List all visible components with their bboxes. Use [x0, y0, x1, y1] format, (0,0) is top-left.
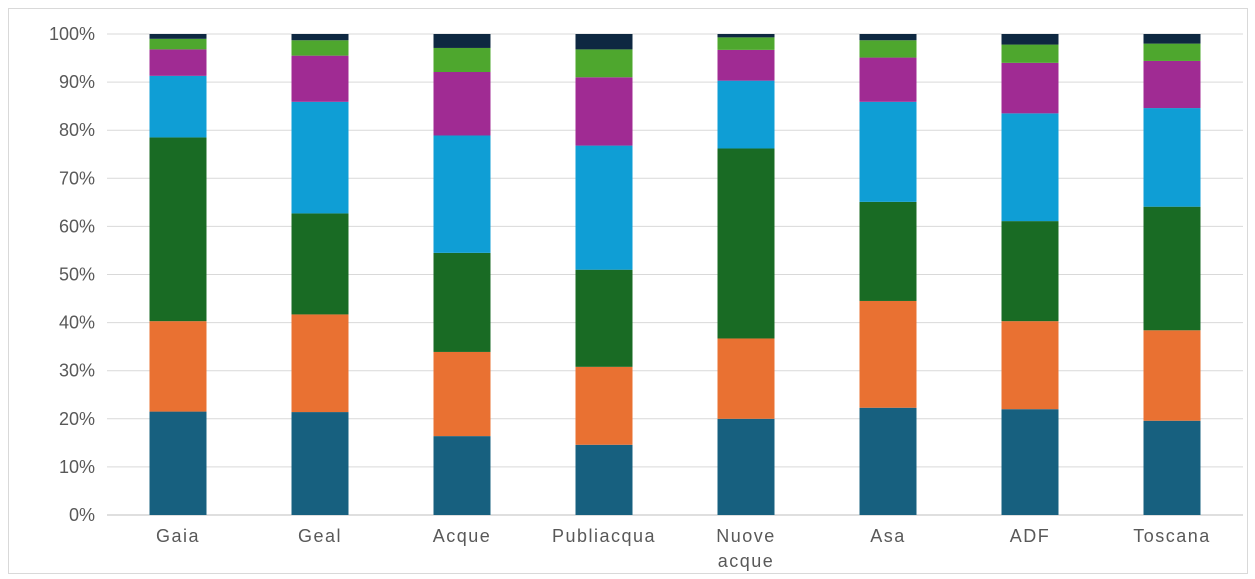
bar-stack: [149, 34, 207, 515]
bar-segment: [149, 75, 207, 138]
bar-segment: [717, 338, 775, 419]
bar-segment: [433, 47, 491, 72]
bar-segment: [433, 135, 491, 253]
bar-segment: [149, 38, 207, 50]
bar-segment: [1001, 113, 1059, 222]
bar-segment: [575, 145, 633, 270]
bar-segment: [1001, 221, 1059, 322]
bar-segment: [149, 321, 207, 412]
bar-segment: [149, 49, 207, 76]
y-tick-label: 0%: [69, 505, 95, 525]
y-axis: 0% 10% 20% 30% 40% 50% 60% 70% 80% 90% 100%: [49, 24, 95, 525]
bar-stack: [433, 34, 491, 515]
y-tick-label: 10%: [59, 457, 95, 477]
bar-segment: [291, 213, 349, 315]
x-tick-label: Acque: [433, 526, 492, 546]
bar-segment: [1001, 321, 1059, 410]
y-tick-label: 80%: [59, 120, 95, 140]
bar-segment: [1001, 44, 1059, 63]
bar-segment: [291, 55, 349, 102]
bar-segment: [433, 71, 491, 136]
bar-segment: [575, 269, 633, 367]
bar-stack: [1001, 34, 1059, 515]
bar-segment: [1143, 330, 1201, 421]
bar-segment: [717, 37, 775, 50]
bar-segment: [1001, 409, 1059, 515]
bar-segment: [859, 101, 917, 202]
y-tick-label: 30%: [59, 361, 95, 381]
bar-segment: [717, 34, 775, 38]
bar-segment: [1001, 34, 1059, 45]
bar-segment: [433, 351, 491, 437]
bar-segment: [717, 49, 775, 81]
bar-segment: [433, 252, 491, 352]
bars: [149, 34, 1201, 515]
bar-stack: [717, 34, 775, 515]
bar-segment: [1001, 62, 1059, 114]
bar-stack: [575, 34, 633, 515]
bar-segment: [291, 314, 349, 413]
chart-area: 0% 10% 20% 30% 40% 50% 60% 70% 80% 90% 100% Gaia Ge…: [8, 8, 1248, 574]
y-tick-label: 100%: [49, 24, 95, 44]
bar-segment: [149, 411, 207, 515]
bar-segment: [291, 34, 349, 41]
stacked-bar-chart: 0% 10% 20% 30% 40% 50% 60% 70% 80% 90% 100% Gaia Ge…: [49, 24, 1243, 571]
bar-segment: [859, 57, 917, 102]
bar-segment: [291, 40, 349, 56]
bar-segment: [575, 77, 633, 146]
x-tick-label: Publiacqua: [552, 526, 656, 546]
bar-segment: [859, 300, 917, 408]
y-tick-label: 90%: [59, 72, 95, 92]
bar-stack: [859, 34, 917, 515]
x-tick-label: Gaia: [156, 526, 200, 546]
bar-segment: [575, 49, 633, 78]
x-tick-label: ADF: [1010, 526, 1051, 546]
x-tick-label: Toscana: [1133, 526, 1211, 546]
bar-segment: [1143, 43, 1201, 61]
bar-segment: [433, 34, 491, 48]
y-tick-label: 50%: [59, 265, 95, 285]
y-tick-label: 70%: [59, 168, 95, 188]
bar-segment: [859, 407, 917, 515]
bar-segment: [717, 148, 775, 339]
gridlines: [107, 33, 1243, 516]
bar-segment: [575, 366, 633, 445]
bar-segment: [717, 80, 775, 149]
bar-segment: [149, 137, 207, 322]
bar-segment: [859, 40, 917, 58]
x-axis: Gaia Geal Acque Publiacqua Nuove acque Asa ADF T…: [156, 526, 1211, 571]
bar-segment: [433, 436, 491, 515]
bar-stack: [291, 34, 349, 515]
bar-segment: [575, 34, 633, 50]
x-tick-label: Asa: [870, 526, 906, 546]
bar-segment: [1143, 420, 1201, 515]
x-tick-label: Geal: [298, 526, 342, 546]
y-tick-label: 20%: [59, 409, 95, 429]
bar-segment: [1143, 34, 1201, 44]
bar-segment: [1143, 206, 1201, 331]
bar-stack: [1143, 34, 1201, 515]
bar-segment: [1143, 108, 1201, 207]
bar-segment: [575, 444, 633, 515]
bar-segment: [291, 101, 349, 214]
x-tick-label: Nuove acque: [716, 526, 776, 571]
bar-segment: [1143, 60, 1201, 109]
bar-segment: [717, 418, 775, 515]
bar-segment: [149, 34, 207, 39]
y-tick-label: 60%: [59, 216, 95, 236]
bar-segment: [291, 412, 349, 515]
bar-segment: [859, 201, 917, 301]
bar-segment: [859, 34, 917, 41]
y-tick-label: 40%: [59, 313, 95, 333]
